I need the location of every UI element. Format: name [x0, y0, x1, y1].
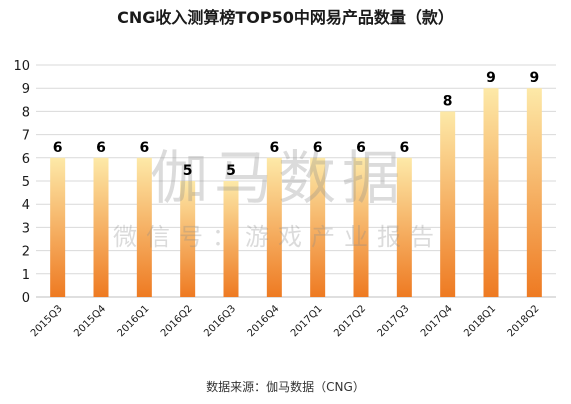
data-label-2017Q2: 6 [356, 140, 366, 156]
bar-2017Q1 [310, 157, 326, 297]
y-tick-label: 3 [22, 221, 30, 236]
data-label-2016Q4: 6 [269, 140, 279, 156]
y-tick-label: 9 [22, 82, 30, 97]
bar-2016Q4 [266, 157, 282, 297]
data-label-2018Q2: 9 [529, 70, 539, 86]
bar-2016Q2 [180, 181, 196, 297]
x-tick-label-2015Q3: 2015Q3 [29, 303, 65, 339]
data-source: 数据来源：伽马数据（CNG） [206, 380, 365, 394]
data-label-2017Q3: 6 [399, 140, 409, 156]
y-tick-label: 2 [22, 245, 30, 260]
x-tick-label-2016Q2: 2016Q2 [159, 303, 195, 339]
data-label-2016Q3: 5 [226, 163, 236, 179]
y-tick-label: 8 [22, 105, 30, 120]
watermark-sub: 微信号：游戏产业报告 [113, 223, 443, 251]
bar-2016Q3 [223, 181, 239, 297]
data-label-2017Q1: 6 [313, 140, 323, 156]
x-tick-label-2015Q4: 2015Q4 [72, 303, 108, 339]
y-tick-label: 0 [22, 291, 30, 306]
data-label-2016Q1: 6 [139, 140, 149, 156]
x-tick-label-2016Q3: 2016Q3 [202, 303, 238, 339]
y-tick-label: 5 [22, 175, 30, 190]
x-tick-label-2018Q1: 2018Q1 [462, 303, 498, 339]
y-tick-label: 1 [22, 268, 30, 283]
data-label-2016Q2: 5 [183, 163, 193, 179]
x-tick-label-2018Q2: 2018Q2 [506, 303, 542, 339]
bar-2016Q1 [136, 157, 152, 297]
y-tick-label: 4 [22, 198, 30, 213]
y-tick-label: 6 [22, 152, 30, 167]
bar-2017Q2 [353, 157, 369, 297]
bar-2015Q4 [93, 157, 109, 297]
bar-2017Q4 [440, 111, 456, 298]
x-tick-label-2016Q1: 2016Q1 [116, 303, 152, 339]
data-label-2015Q4: 6 [96, 140, 106, 156]
bar-2018Q1 [483, 88, 499, 297]
x-tick-label-2016Q4: 2016Q4 [246, 303, 282, 339]
chart-title: CNG收入测算榜TOP50中网易产品数量（款） [117, 8, 454, 27]
x-tick-label-2017Q1: 2017Q1 [289, 303, 325, 339]
x-tick-label-2017Q2: 2017Q2 [332, 303, 368, 339]
y-tick-label: 7 [22, 129, 30, 144]
bar-2018Q2 [526, 88, 542, 297]
bar-2015Q3 [50, 157, 66, 297]
x-tick-label-2017Q4: 2017Q4 [419, 303, 455, 339]
x-tick-label-2017Q3: 2017Q3 [376, 303, 412, 339]
data-label-2018Q1: 9 [486, 70, 496, 86]
data-label-2015Q3: 6 [53, 140, 63, 156]
bar-2017Q3 [396, 157, 412, 297]
data-label-2017Q4: 8 [443, 93, 453, 109]
y-tick-label: 10 [13, 59, 30, 74]
watermark-main: 伽马数据 [150, 144, 406, 212]
